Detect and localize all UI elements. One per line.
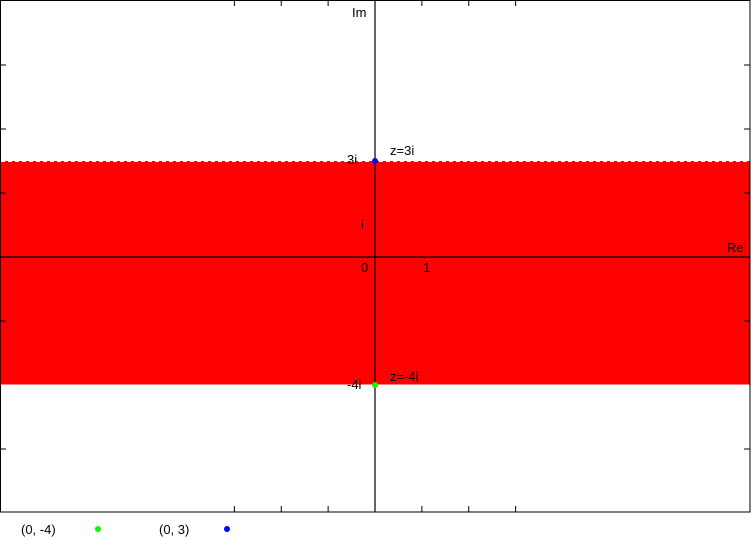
legend-entry-marker — [95, 526, 101, 532]
legend-entry-label: (0, 3) — [159, 522, 189, 537]
y-tick-label-i: i — [361, 217, 364, 232]
point-bottom — [372, 382, 378, 388]
x-axis-label: Re — [727, 240, 744, 255]
origin-label: 0 — [361, 260, 368, 275]
y-axis-label: Im — [352, 5, 366, 20]
x-tick-label-one: 1 — [423, 260, 430, 275]
point-top — [372, 158, 378, 164]
y-tick-label-bottom: -4i — [347, 377, 362, 392]
legend: (0, -4) (0, 3) — [21, 522, 230, 537]
legend-entry-marker — [224, 526, 230, 532]
legend-entry-label: (0, -4) — [21, 522, 56, 537]
y-tick-label-top: 3i — [347, 152, 357, 167]
point-annotation-bottom: z=-4i — [390, 369, 419, 384]
point-annotation-top: z=3i — [390, 143, 414, 158]
points-layer — [372, 158, 378, 388]
